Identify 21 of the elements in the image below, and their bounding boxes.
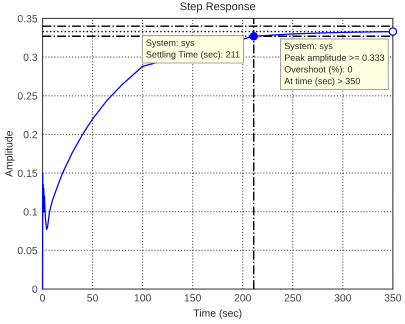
chart-title: Step Response [180, 2, 256, 12]
y-tick-label: 0.1 [24, 208, 38, 216]
y-tick-label: 0.25 [18, 92, 38, 100]
x-tick-label: 150 [184, 294, 201, 302]
x-tick-label: 350 [384, 294, 402, 302]
annotation: System: sys Peak amplitude >= 0.333 Overshoot (%): 0 At time (sec) > 350 [284, 42, 384, 86]
y-tick-label: 0 [32, 286, 38, 293]
x-tick-label: 0 [40, 294, 46, 302]
x-tick-label: 250 [284, 294, 302, 302]
annotation: System: sys Settling Time (sec): 211 [146, 40, 240, 60]
y-tick-label: 0.15 [18, 170, 38, 177]
x-tick-label: 50 [87, 294, 98, 302]
x-tick-label: 100 [134, 294, 151, 302]
y-tick-label: 0.3 [24, 54, 38, 61]
y-tick-label: 0.05 [18, 246, 38, 254]
y-tick-label: 0.2 [24, 130, 38, 138]
y-axis-title: Amplitude [4, 131, 15, 177]
x-tick-label: 300 [334, 294, 352, 302]
x-axis-title: Time (sec) [194, 309, 242, 319]
x-tick-label: 200 [234, 294, 251, 302]
y-tick-label: 0.35 [18, 14, 38, 22]
